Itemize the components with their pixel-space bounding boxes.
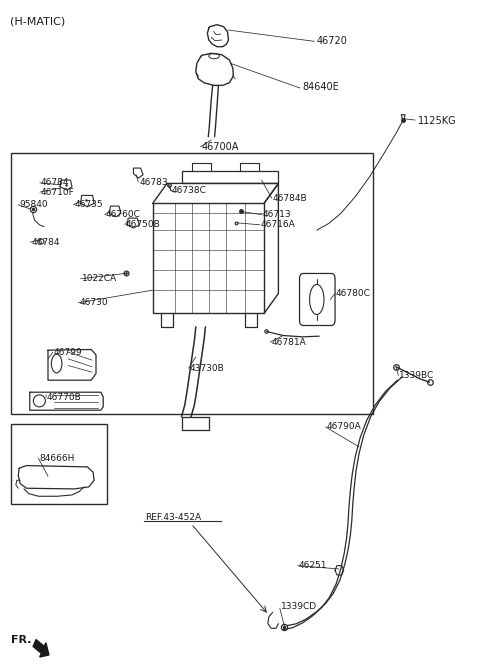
Text: 46784B: 46784B xyxy=(273,193,307,203)
Text: 46251: 46251 xyxy=(299,561,327,570)
Text: 46720: 46720 xyxy=(317,37,348,46)
Text: 46770B: 46770B xyxy=(47,393,82,402)
Text: 46780C: 46780C xyxy=(336,289,371,298)
Text: 46790A: 46790A xyxy=(326,422,361,432)
Text: 43730B: 43730B xyxy=(190,364,224,373)
Text: 46700A: 46700A xyxy=(202,142,239,151)
Text: 46710F: 46710F xyxy=(41,187,74,197)
Text: 95840: 95840 xyxy=(19,200,48,209)
Text: 46784: 46784 xyxy=(31,237,60,247)
Text: REF.43-452A: REF.43-452A xyxy=(145,513,201,522)
Text: 46799: 46799 xyxy=(54,348,83,357)
Text: 1125KG: 1125KG xyxy=(418,117,456,126)
Text: 46738C: 46738C xyxy=(172,186,207,195)
Bar xyxy=(11,424,107,504)
Text: 46784: 46784 xyxy=(41,178,69,187)
Text: 1339CD: 1339CD xyxy=(281,602,317,612)
Text: 46735: 46735 xyxy=(74,200,103,209)
Text: FR.: FR. xyxy=(11,636,31,645)
Text: 84640E: 84640E xyxy=(302,82,339,91)
Text: 46750B: 46750B xyxy=(126,220,160,229)
Text: 46781A: 46781A xyxy=(271,338,306,347)
Text: 1339BC: 1339BC xyxy=(399,371,434,380)
Text: 46713: 46713 xyxy=(263,210,292,219)
Text: 46730: 46730 xyxy=(79,298,108,307)
FancyArrow shape xyxy=(33,640,49,657)
Text: 46760C: 46760C xyxy=(106,210,141,219)
Bar xyxy=(11,153,373,414)
Text: 46716A: 46716A xyxy=(261,220,295,229)
Text: 46783: 46783 xyxy=(139,177,168,187)
Text: 84666H: 84666H xyxy=(39,454,75,463)
Text: 1022CA: 1022CA xyxy=(82,274,117,283)
Text: (H-MATIC): (H-MATIC) xyxy=(10,17,65,27)
